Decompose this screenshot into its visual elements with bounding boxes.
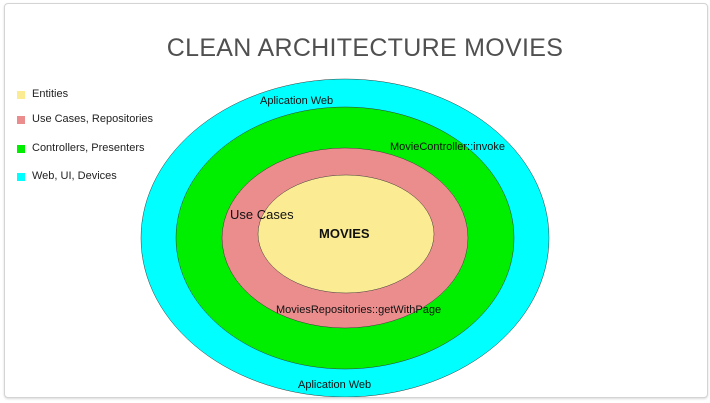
legend-swatch-entities bbox=[17, 91, 25, 99]
slide: CLEAN ARCHITECTURE MOVIES Entities Use C… bbox=[4, 3, 708, 398]
diagram-title: CLEAN ARCHITECTURE MOVIES bbox=[166, 34, 564, 62]
legend-swatch-controllers bbox=[17, 145, 25, 153]
web-label-bottom: Aplication Web bbox=[298, 379, 371, 391]
layer-entities bbox=[257, 174, 435, 294]
web-label-top: Aplication Web bbox=[260, 95, 333, 107]
controller-label: MovieController::invoke bbox=[390, 141, 505, 153]
entities-label: MOVIES bbox=[319, 226, 370, 241]
legend-label-use-cases: Use Cases, Repositories bbox=[32, 113, 154, 125]
legend-label-controllers: Controllers, Presenters bbox=[32, 142, 145, 154]
legend-label-entities: Entities bbox=[32, 88, 69, 100]
onion-diagram: Aplication Web Aplication Web MovieContr… bbox=[140, 78, 550, 397]
use-cases-label: Use Cases bbox=[230, 207, 294, 222]
legend-swatch-use-cases bbox=[17, 116, 25, 124]
legend-swatch-web bbox=[17, 173, 25, 181]
repository-label: MoviesRepositories::getWithPage bbox=[276, 304, 441, 316]
legend-label-web: Web, UI, Devices bbox=[32, 170, 117, 182]
